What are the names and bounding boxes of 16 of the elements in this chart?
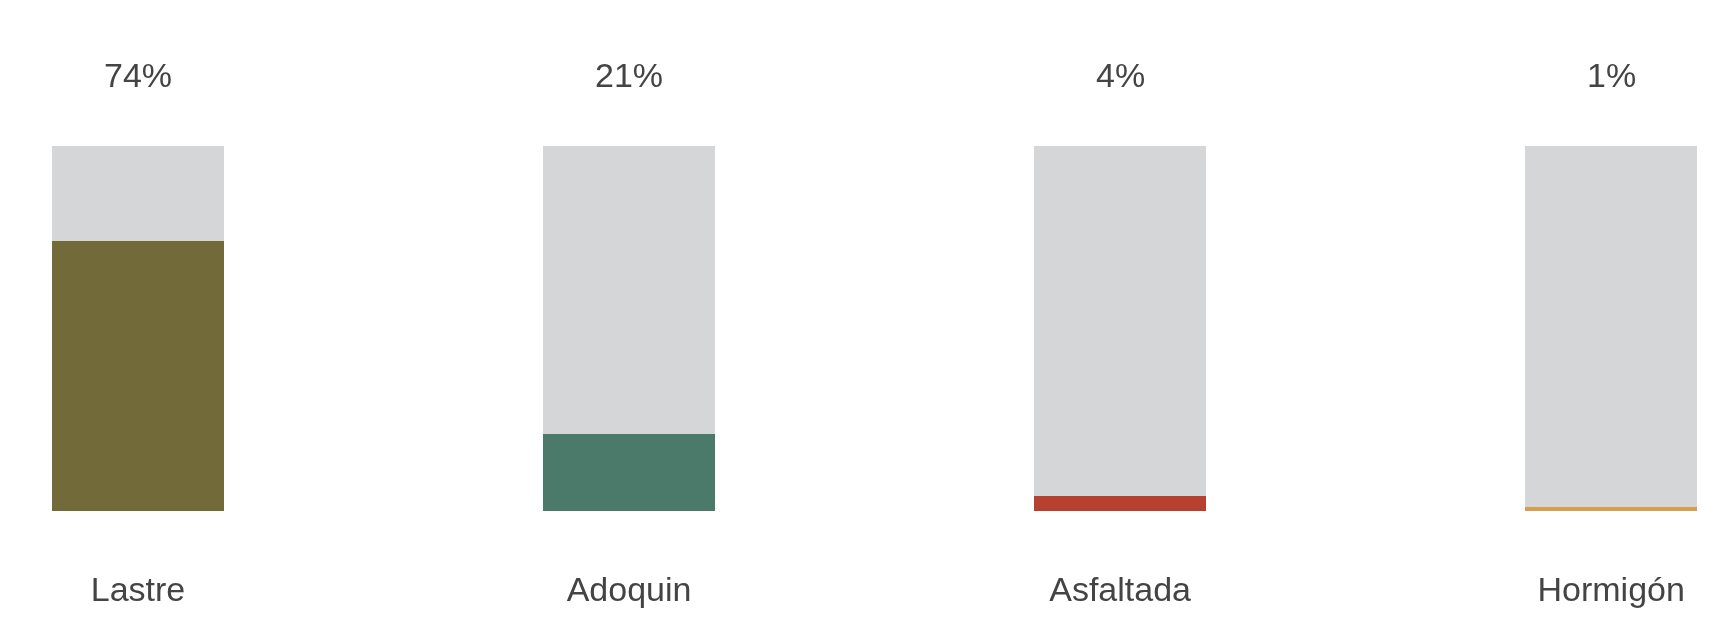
bar bbox=[543, 146, 715, 435]
data-label: 21% bbox=[595, 56, 664, 94]
x-tick-label: Lastre bbox=[90, 570, 186, 608]
bar bbox=[52, 146, 224, 241]
data-label: 1% bbox=[1587, 56, 1637, 94]
bar bbox=[1034, 496, 1207, 511]
bar bbox=[1034, 146, 1207, 497]
x-tick-label: Adoquin bbox=[566, 570, 692, 608]
bar bbox=[1525, 146, 1698, 508]
data-label: 74% bbox=[104, 56, 173, 94]
data-label: 4% bbox=[1096, 56, 1146, 94]
x-tick-label: Asfaltada bbox=[1049, 570, 1192, 608]
bar bbox=[1525, 507, 1698, 511]
bar bbox=[543, 434, 715, 511]
bar bbox=[52, 240, 224, 511]
x-tick-label: Hormigón bbox=[1537, 570, 1685, 608]
